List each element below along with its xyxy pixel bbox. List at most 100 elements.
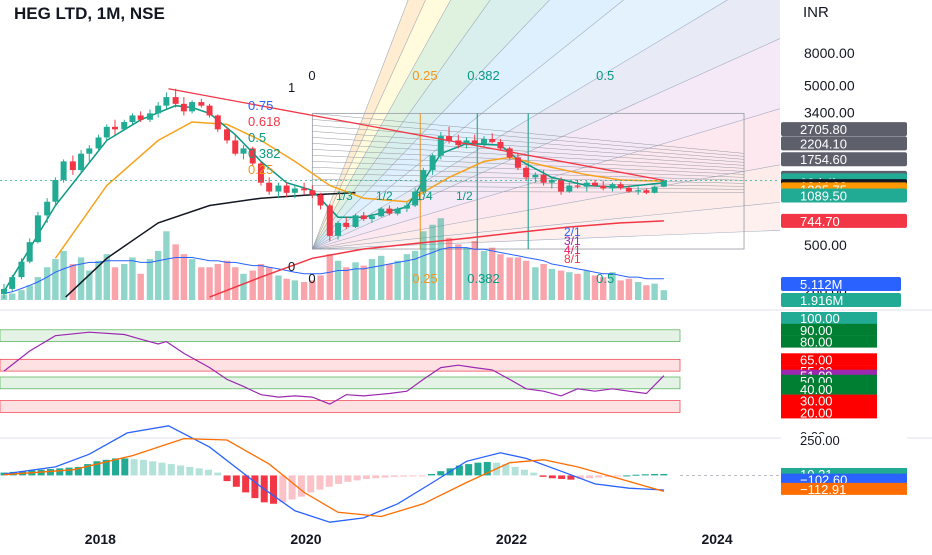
fib-level-label: 0.75 [248, 98, 273, 113]
candle [420, 170, 427, 192]
currency-label: INR [803, 4, 829, 21]
volume-bar [625, 278, 633, 300]
macd-histogram-bar [307, 475, 315, 493]
macd-histogram-bar [502, 464, 510, 476]
macd-histogram-bar [595, 475, 603, 478]
macd-histogram-bar [158, 462, 166, 476]
candle [386, 208, 393, 214]
candle [394, 208, 401, 214]
macd-axis-badge [781, 434, 907, 446]
macd-histogram-bar [93, 461, 101, 476]
candle [172, 97, 179, 104]
fib-grid-line [312, 179, 745, 187]
price-axis-badge [781, 152, 907, 167]
rsi-axis-badge [781, 353, 877, 366]
candle [163, 97, 170, 106]
candle [95, 137, 102, 149]
candle [609, 184, 616, 189]
macd-axis-badge-text: 250.00 [800, 433, 840, 448]
fib-grid-label-top: 0.25 [412, 68, 437, 83]
macd-histogram-bar [46, 469, 54, 476]
candle [249, 148, 256, 164]
time-axis-tick: 2024 [701, 531, 732, 547]
fib-grid-line [312, 191, 745, 193]
candle [643, 190, 650, 193]
fib-fan-line [312, 0, 426, 250]
macd-histogram-bar [186, 466, 194, 476]
macd-line [3, 425, 664, 523]
candle [412, 191, 419, 206]
macd-histogram-bar [651, 474, 659, 476]
volume-bar [291, 280, 299, 300]
macd-histogram-bar [223, 475, 231, 482]
fib-grid-label-top: 0.382 [467, 68, 500, 83]
candle [78, 153, 85, 171]
volume-bar [180, 254, 188, 300]
candle [44, 201, 51, 216]
candle [206, 105, 213, 116]
macd-histogram-bar [455, 465, 463, 476]
trendline [168, 88, 664, 182]
rsi-axis-badge [781, 312, 877, 324]
candle [129, 115, 136, 123]
macd-histogram-bar [279, 475, 287, 503]
macd-histogram-bar [195, 468, 203, 476]
macd-histogram-bar [353, 475, 361, 481]
macd-axis-badge-text: −112.91 [800, 482, 846, 497]
volume-bar [121, 264, 128, 300]
volume-bar [9, 293, 16, 300]
fib-grid-label-top: 0.5 [596, 68, 614, 83]
candle [489, 138, 496, 142]
candle [283, 185, 290, 193]
volume-bar [566, 272, 573, 300]
fib-grid-line [312, 149, 745, 172]
volume-bar [60, 250, 67, 300]
macd-histogram-bar [632, 474, 640, 476]
candle [635, 190, 642, 192]
volume-bar [188, 259, 196, 300]
volume-bar [129, 257, 136, 300]
candle [378, 208, 385, 217]
macd-histogram-bar [270, 475, 278, 504]
macd-histogram-bar [623, 475, 631, 477]
macd-histogram-bar [558, 475, 566, 479]
macd-histogram-bar [251, 475, 259, 499]
volume-bar [265, 267, 273, 300]
volume-bar [198, 267, 205, 300]
macd-histogram-bar [474, 462, 482, 476]
fib-fan-inner-label: 1/4 [416, 189, 433, 203]
volume-bar [249, 270, 256, 300]
candle [60, 161, 67, 180]
volume-bar [548, 268, 556, 300]
fib-fan-ratio-label: 8/1 [564, 252, 581, 266]
volume-bar [77, 257, 85, 300]
volume-bar [480, 250, 488, 300]
candle [660, 180, 667, 187]
fib-grid-line [312, 119, 745, 157]
volume-bar [240, 273, 247, 300]
volume-bar [360, 265, 367, 300]
volume-bar [334, 260, 342, 300]
ema-mid-line [54, 121, 664, 259]
sma-long-line [209, 220, 664, 298]
symbol-title[interactable]: HEG LTD, 1M, NSE [14, 4, 165, 23]
volume-bar [455, 244, 462, 300]
macd-histogram-bar [65, 467, 73, 476]
volume-bar [437, 218, 445, 300]
volume-axis-badge-text: 1.916M [800, 293, 843, 308]
candle [471, 140, 478, 144]
fib-grid-label-bottom: 0.382 [467, 271, 500, 286]
volume-bar [386, 264, 393, 300]
fib-level-label: 0.25 [248, 162, 273, 177]
candle [514, 157, 521, 168]
macd-histogram-bar [149, 461, 157, 476]
candle [558, 179, 565, 192]
volume-bar [591, 275, 599, 300]
macd-histogram-bar [428, 474, 436, 476]
candle [232, 140, 239, 154]
volume-bar [69, 264, 77, 300]
volume-bar [86, 270, 93, 300]
volume-bar [471, 241, 478, 300]
